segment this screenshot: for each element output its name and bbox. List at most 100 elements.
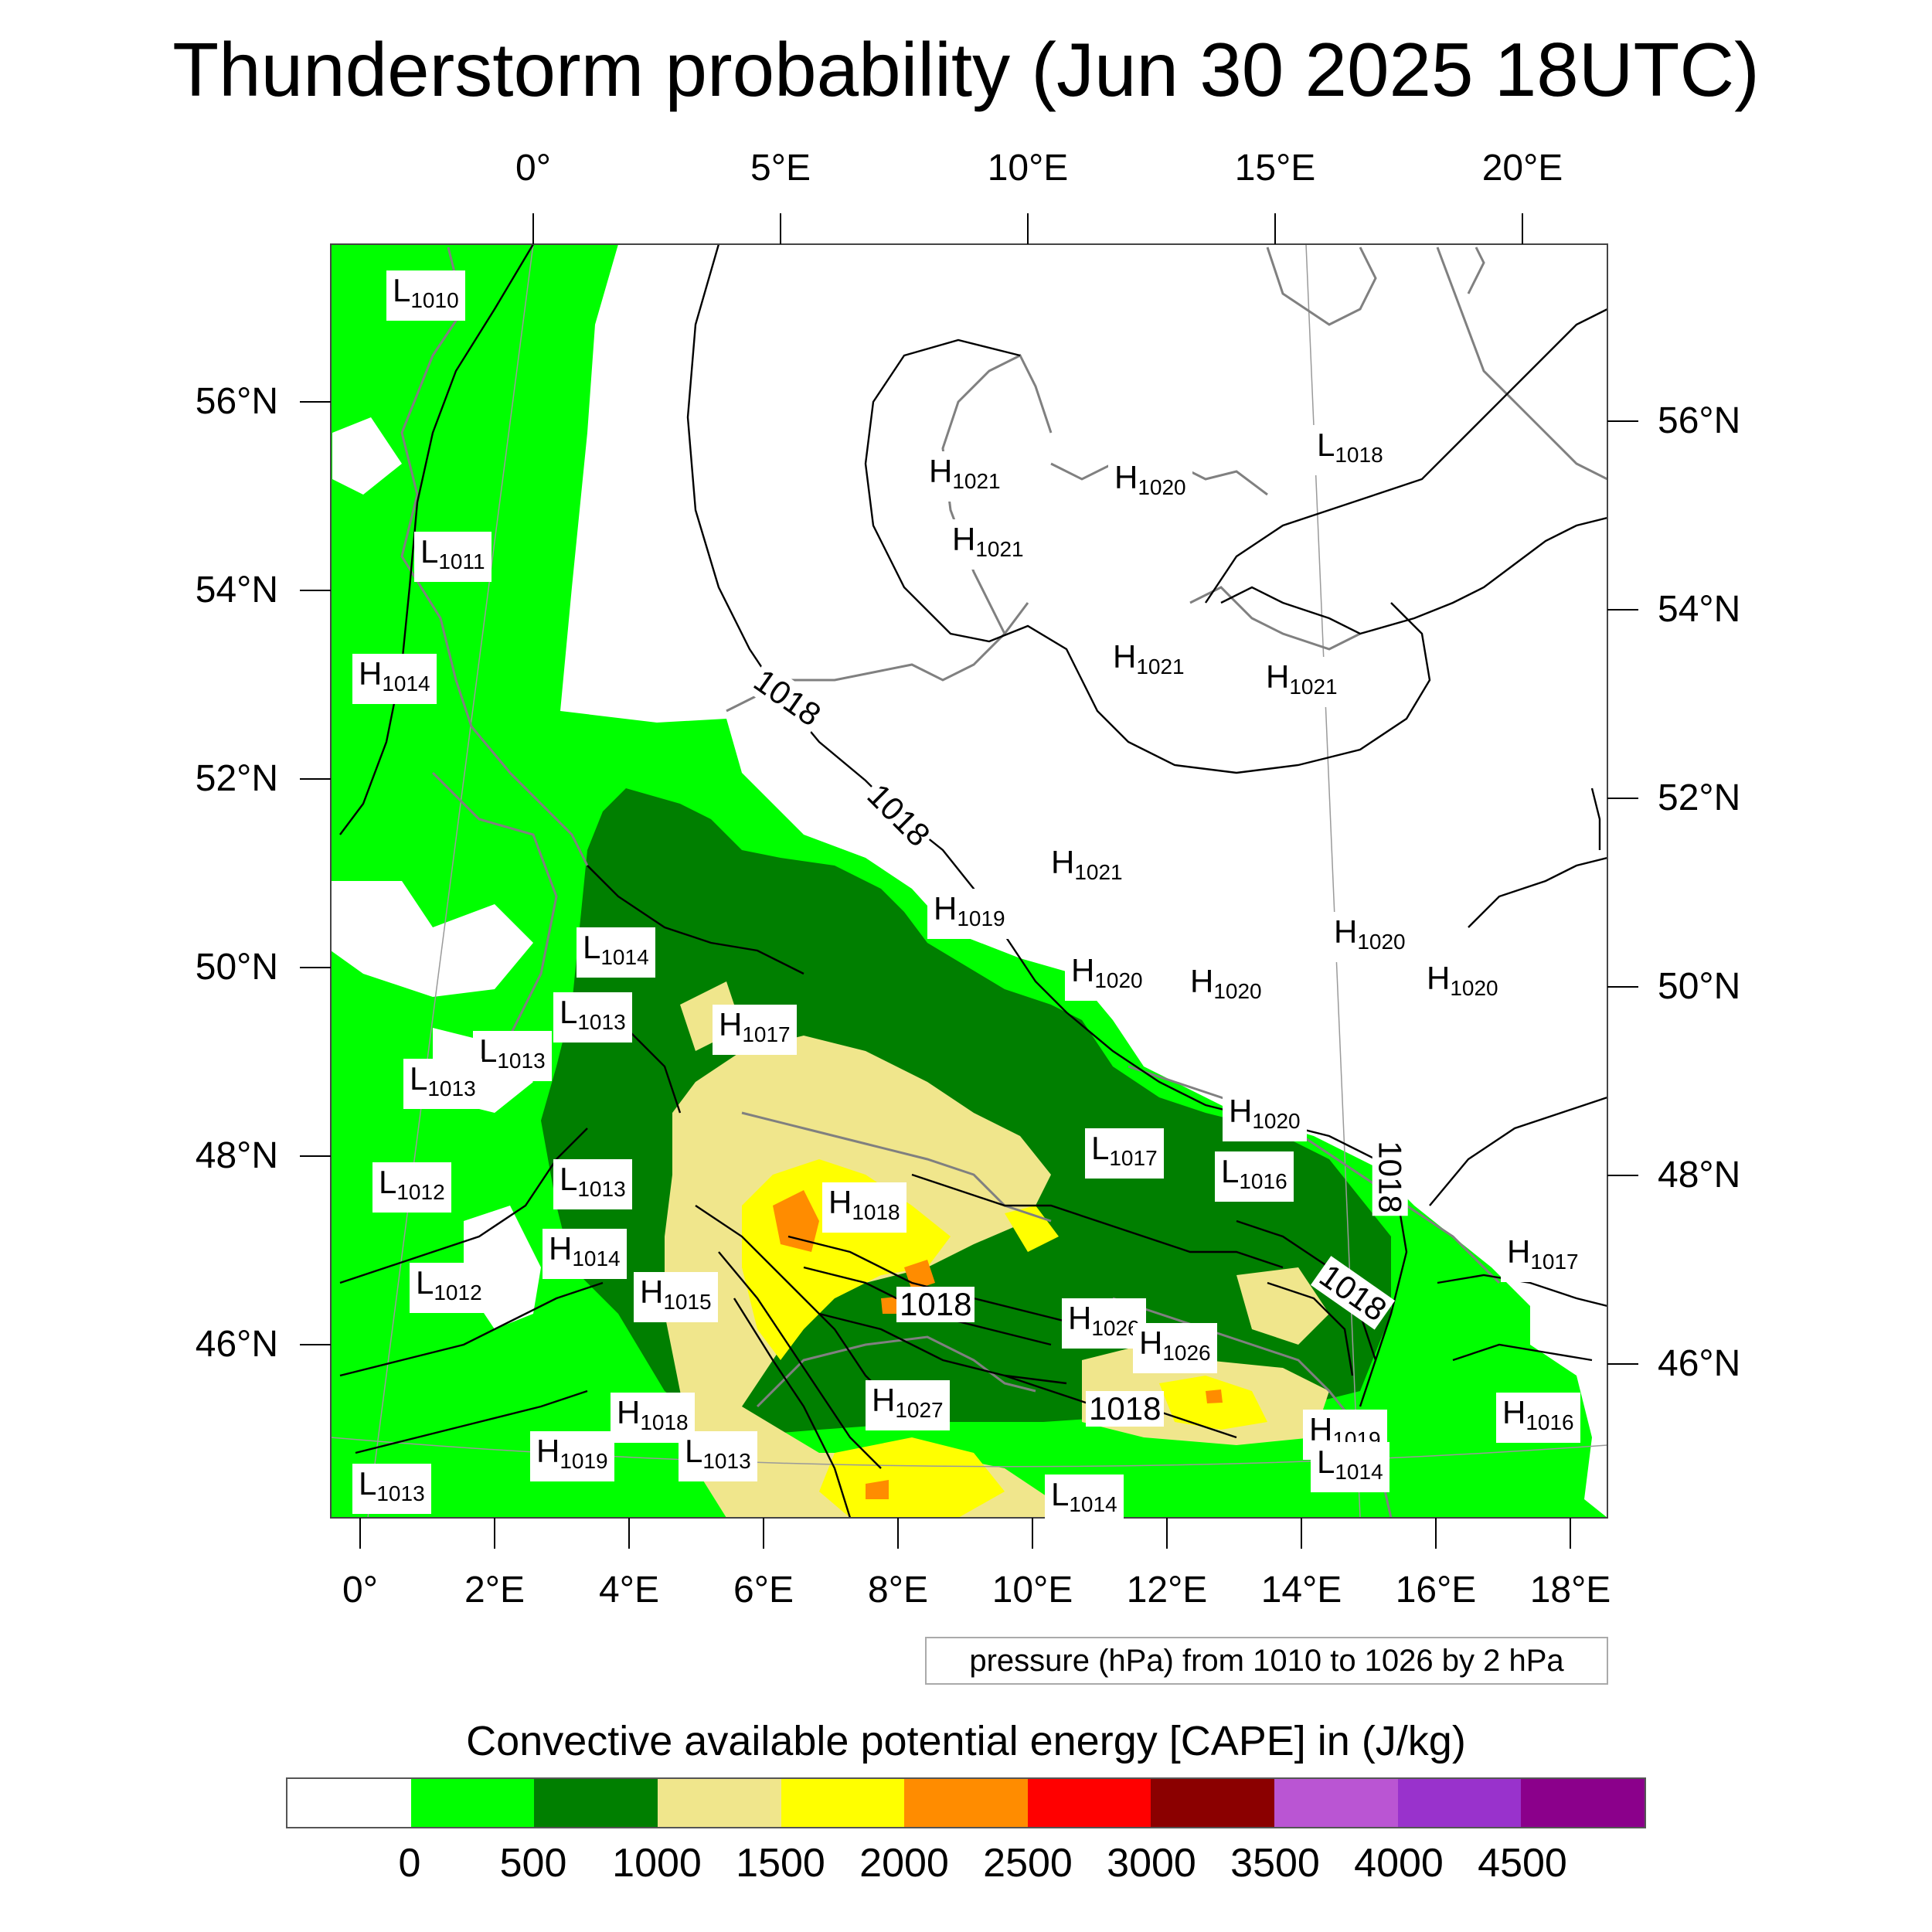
colorbar-label: 3000 <box>1107 1841 1196 1886</box>
bottom-lon-label: 18°E <box>1529 1570 1611 1611</box>
pressure-center-label: L1011 <box>414 532 492 582</box>
top-lon-label: 0° <box>515 148 551 189</box>
bottom-lon-label: 16°E <box>1395 1570 1477 1611</box>
colorbar-label: 2500 <box>983 1841 1073 1886</box>
pressure-center-label: L1014 <box>1311 1442 1389 1492</box>
top-lon-label: 15°E <box>1234 148 1316 189</box>
bottom-lon-label: 6°E <box>733 1570 794 1611</box>
cape-1000-1500-east-2 <box>1236 1267 1329 1345</box>
pressure-center-label: H1021 <box>946 519 1030 570</box>
colorbar-label: 2000 <box>859 1841 949 1886</box>
bottom-lon-label: 4°E <box>599 1570 659 1611</box>
isobars <box>339 244 1607 1518</box>
pressure-center-label: L1013 <box>679 1431 757 1481</box>
left-lat-label: 50°N <box>195 947 278 988</box>
contour-info-box: pressure (hPa) from 1010 to 1026 by 2 hP… <box>925 1637 1608 1685</box>
pressure-center-label: L1013 <box>403 1059 482 1109</box>
colorbar-segment <box>1151 1779 1275 1827</box>
pressure-center-label: L1014 <box>1045 1475 1124 1525</box>
pressure-center-label: L1013 <box>553 1159 632 1209</box>
pressure-center-label: H1021 <box>1260 657 1344 707</box>
pressure-center-label: H1017 <box>1501 1232 1585 1282</box>
right-lat-label: 50°N <box>1658 966 1741 1007</box>
colorbar-label: 3500 <box>1230 1841 1320 1886</box>
left-lat-label: 46°N <box>195 1324 278 1365</box>
colorbar-segment <box>534 1779 658 1827</box>
bottom-lon-label: 8°E <box>868 1570 928 1611</box>
colorbar-segment <box>657 1779 781 1827</box>
cape-1000-1500-region <box>665 1036 1113 1518</box>
colorbar-segment <box>1027 1779 1151 1827</box>
pressure-center-label: H1015 <box>634 1272 718 1322</box>
pressure-center-label: H1016 <box>1496 1393 1580 1443</box>
right-lat-label: 46°N <box>1658 1343 1741 1384</box>
cape-2000-2500-spot-3 <box>866 1480 889 1499</box>
top-lon-label: 5°E <box>750 148 811 189</box>
pressure-center-label: H1026 <box>1062 1298 1146 1349</box>
colorbar-segment <box>1521 1779 1645 1827</box>
top-lon-label: 10°E <box>987 148 1069 189</box>
pressure-center-label: L1013 <box>473 1031 552 1081</box>
cape-2000-2500-spot-5 <box>881 1297 898 1314</box>
colorbar-label: 4500 <box>1478 1841 1567 1886</box>
colorbar-label: 1000 <box>612 1841 702 1886</box>
left-lat-label: 48°N <box>195 1135 278 1176</box>
cape-1500-2000-mid <box>1005 1206 1059 1252</box>
pressure-center-label: H1019 <box>927 889 1012 939</box>
pressure-center-label: L1010 <box>386 270 465 321</box>
right-lat-label: 48°N <box>1658 1155 1741 1196</box>
left-lat-label: 52°N <box>195 758 278 799</box>
pressure-center-label: L1014 <box>577 927 655 978</box>
colorbar-segment <box>1274 1779 1398 1827</box>
pressure-center-label: H1020 <box>1328 912 1412 962</box>
chart-title: Thunderstorm probability (Jun 30 2025 18… <box>172 27 1760 112</box>
bottom-lon-label: 0° <box>342 1570 378 1611</box>
pressure-center-label: H1014 <box>543 1229 627 1279</box>
right-lat-label: 54°N <box>1658 589 1741 630</box>
right-lat-label: 52°N <box>1658 777 1741 818</box>
cape-gap-west-3 <box>332 417 402 495</box>
bottom-lon-label: 14°E <box>1260 1570 1342 1611</box>
pressure-center-label: H1027 <box>866 1380 950 1430</box>
contour-label: 1018 <box>1372 1138 1409 1216</box>
pressure-center-label: H1020 <box>1420 958 1505 1009</box>
right-lat-label: 56°N <box>1658 400 1741 441</box>
tick-marks <box>300 213 1638 1549</box>
contour-label: 1018 <box>896 1287 975 1322</box>
pressure-center-label: L1012 <box>372 1162 451 1213</box>
pressure-center-label: L1013 <box>352 1464 431 1514</box>
colorbar-segment <box>1397 1779 1522 1827</box>
bottom-lon-label: 10°E <box>992 1570 1073 1611</box>
pressure-center-label: H1021 <box>1107 637 1191 687</box>
colorbar-label: 500 <box>499 1841 567 1886</box>
bottom-lon-label: 12°E <box>1126 1570 1208 1611</box>
pressure-center-label: H1021 <box>1045 842 1129 893</box>
pressure-center-label: H1018 <box>822 1182 906 1233</box>
colorbar <box>286 1777 1646 1828</box>
pressure-center-label: H1014 <box>352 654 437 704</box>
colorbar-segment <box>410 1779 535 1827</box>
cape-2000-2500-spot-4 <box>1206 1389 1223 1403</box>
colorbar-segment <box>287 1779 411 1827</box>
colorbar-label: 1500 <box>736 1841 825 1886</box>
cape-2000-2500-spot <box>773 1190 819 1252</box>
map-frame <box>330 243 1608 1519</box>
pressure-center-label: H1020 <box>1065 951 1149 1001</box>
pressure-center-label: H1019 <box>530 1431 614 1481</box>
cape-gap-west <box>331 881 533 997</box>
pressure-center-label: H1020 <box>1223 1091 1307 1141</box>
colorbar-label: 0 <box>398 1841 421 1886</box>
top-lon-label: 20°E <box>1481 148 1563 189</box>
contour-label: 1018 <box>1086 1391 1165 1427</box>
pressure-center-label: H1020 <box>1108 457 1192 508</box>
colorbar-label: 4000 <box>1354 1841 1444 1886</box>
left-lat-label: 54°N <box>195 570 278 611</box>
pressure-center-label: L1017 <box>1085 1128 1164 1179</box>
colorbar-segment <box>904 1779 1028 1827</box>
colorbar-title: Convective available potential energy [C… <box>466 1718 1466 1764</box>
pressure-center-label: L1012 <box>410 1263 488 1313</box>
pressure-center-label: L1013 <box>553 992 632 1043</box>
pressure-center-label: H1017 <box>713 1005 797 1055</box>
pressure-center-label: H1021 <box>923 451 1007 502</box>
bottom-lon-label: 2°E <box>464 1570 525 1611</box>
